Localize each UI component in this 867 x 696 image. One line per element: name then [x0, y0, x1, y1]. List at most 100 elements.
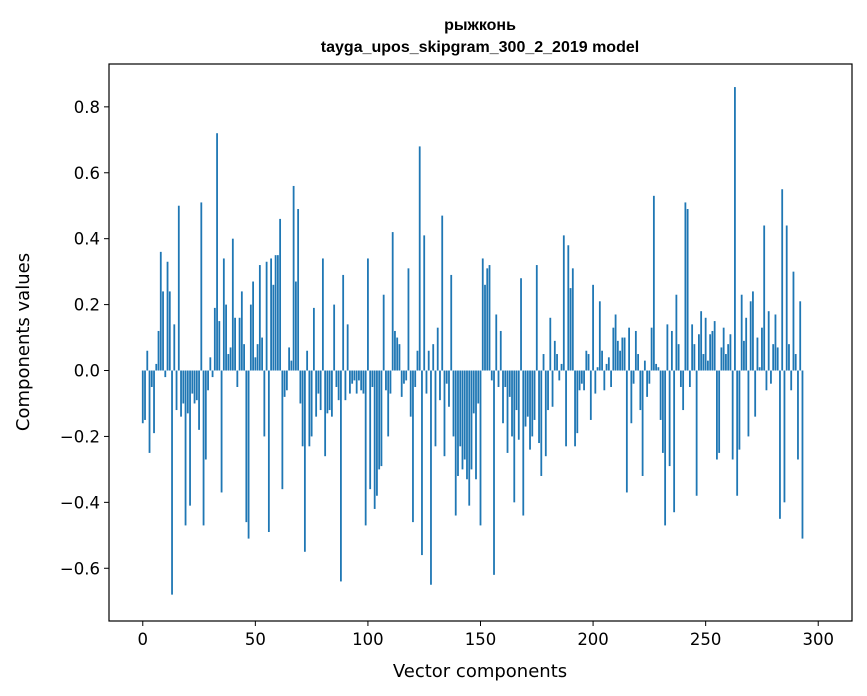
bar	[173, 324, 176, 371]
bar	[648, 370, 651, 384]
bar	[331, 370, 333, 417]
bar	[376, 370, 378, 496]
bar	[560, 363, 563, 371]
bar	[502, 370, 504, 424]
bar	[400, 370, 403, 397]
bar	[686, 209, 689, 371]
bar	[279, 218, 282, 371]
bar	[229, 347, 232, 371]
bar	[580, 370, 583, 384]
bar	[452, 370, 455, 437]
bar	[770, 370, 772, 384]
bar	[488, 265, 491, 371]
x-tick-label: 250	[690, 630, 722, 649]
bar	[227, 354, 230, 371]
bar	[148, 370, 151, 453]
bar	[274, 255, 277, 371]
bar	[511, 370, 513, 437]
bar	[288, 347, 291, 371]
bar	[783, 370, 786, 503]
bar	[484, 284, 486, 371]
bar	[141, 370, 144, 424]
bar	[425, 370, 428, 394]
bar	[328, 370, 331, 411]
bar	[258, 265, 261, 371]
bar	[659, 370, 662, 420]
bar	[556, 354, 558, 371]
bar	[781, 189, 784, 371]
bar	[470, 370, 473, 470]
bar	[614, 314, 617, 371]
bar	[267, 370, 270, 533]
bar	[414, 370, 417, 387]
bar	[209, 357, 212, 371]
bar	[211, 370, 214, 378]
bar	[610, 370, 612, 387]
bar	[533, 370, 536, 420]
bar	[666, 324, 669, 371]
bar	[418, 146, 421, 371]
chart-title: рыжконь	[444, 17, 516, 34]
bar	[236, 370, 239, 387]
bar	[569, 288, 572, 371]
bar	[740, 294, 743, 371]
y-axis: −0.6 −0.4 −0.2 0.0 0.2 0.4 0.6 0.8	[60, 98, 109, 578]
bar	[382, 294, 385, 371]
bar	[333, 304, 336, 371]
bar	[675, 294, 678, 371]
bar	[567, 245, 570, 371]
bar	[463, 370, 466, 460]
bar	[238, 317, 241, 371]
x-tick-label: 100	[352, 630, 384, 649]
bar	[306, 350, 309, 371]
bar	[396, 337, 399, 371]
bar	[272, 284, 275, 371]
bar	[718, 370, 721, 453]
bar	[562, 235, 565, 371]
bar	[157, 330, 160, 371]
bar	[508, 370, 511, 397]
bar	[646, 370, 649, 397]
bar	[297, 209, 300, 371]
bar	[526, 370, 529, 417]
bar	[481, 258, 484, 371]
bar	[749, 301, 752, 371]
bar	[182, 370, 185, 404]
bar	[774, 314, 777, 371]
bar	[585, 350, 588, 371]
bar	[472, 370, 475, 414]
y-tick-label: 0.6	[74, 164, 100, 183]
bar	[612, 327, 615, 371]
bar	[213, 307, 216, 371]
bar	[616, 340, 619, 371]
bar	[475, 370, 477, 480]
bar	[247, 370, 250, 539]
bar	[207, 370, 209, 391]
bar	[583, 370, 585, 391]
bar	[441, 215, 444, 371]
bar	[524, 370, 527, 427]
bar	[641, 370, 644, 476]
bar	[231, 238, 234, 371]
bar	[743, 340, 745, 371]
bar	[180, 370, 182, 417]
y-axis-label: Components values	[13, 253, 34, 431]
bar	[592, 284, 594, 371]
bar	[747, 370, 750, 437]
bar	[589, 370, 592, 420]
bar	[216, 133, 218, 371]
bar	[664, 370, 667, 526]
bar	[249, 304, 252, 371]
bar	[790, 370, 793, 391]
bar	[385, 370, 387, 391]
x-tick-label: 50	[245, 630, 266, 649]
bar	[797, 370, 799, 460]
bar	[189, 370, 191, 506]
bar	[303, 370, 306, 552]
bar	[535, 265, 538, 371]
bar	[693, 344, 696, 371]
bar	[445, 370, 448, 384]
bar	[529, 370, 531, 450]
y-tick-label: −0.6	[60, 559, 100, 578]
bar	[312, 307, 315, 371]
